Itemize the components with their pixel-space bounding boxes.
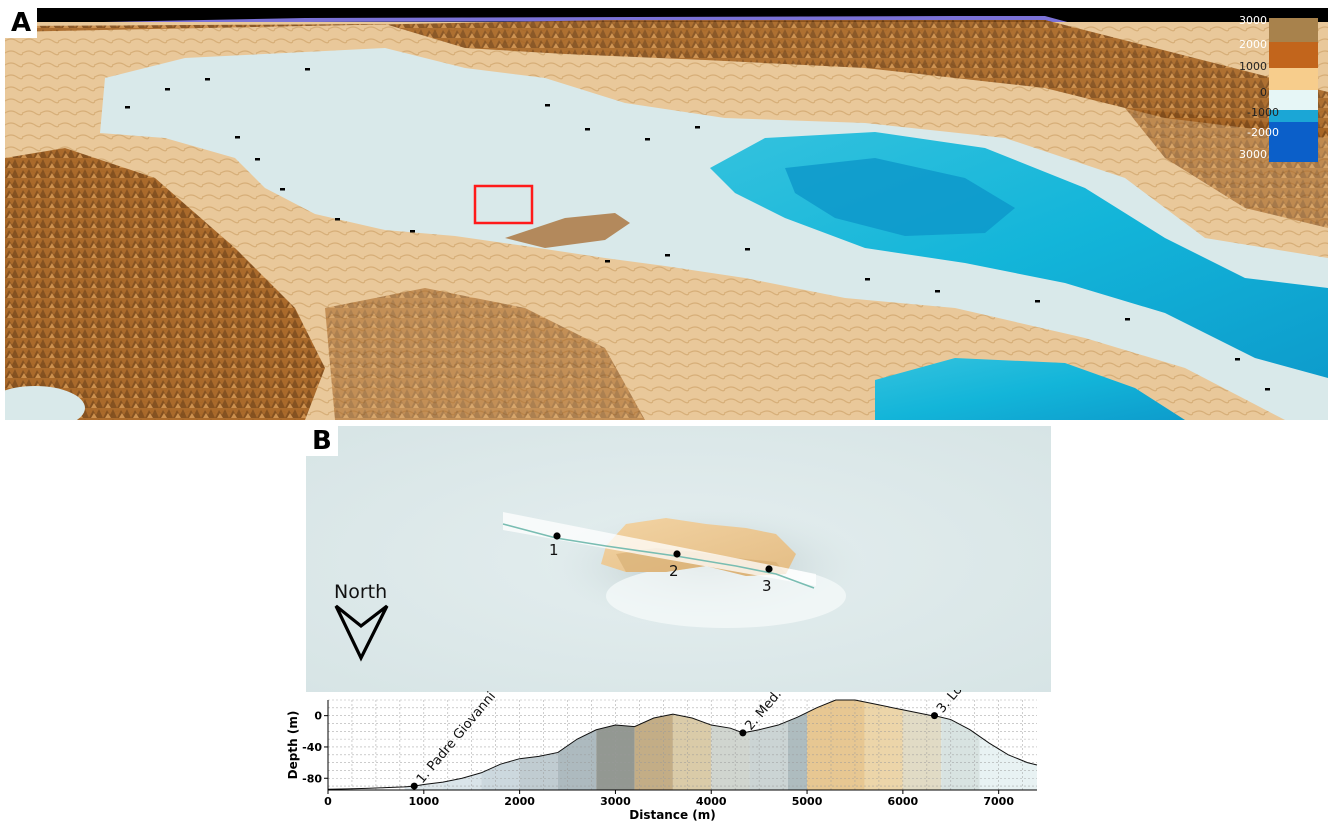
profile-band — [807, 700, 865, 790]
shelf-sea — [100, 48, 1328, 420]
colorbar-tick: 0 — [1260, 86, 1267, 99]
transect-plane — [503, 512, 816, 586]
y-tick-label: 0 — [314, 710, 322, 723]
x-tick-label: 7000 — [983, 795, 1014, 808]
central-mountains — [325, 288, 645, 420]
colorbar-tick: -2000 — [1247, 126, 1279, 139]
reef-render — [306, 426, 1051, 692]
station-marker-2 — [739, 729, 747, 737]
depth-profile-chart: 0 1000 2000 3000 4000 5000 6000 7000 0 -40 -80 Dist… — [280, 632, 1050, 822]
colorbar-tick: 3000 — [1239, 14, 1267, 27]
terrain-render — [5, 8, 1328, 420]
abyssal-plain — [785, 158, 1015, 236]
north-label: North — [334, 581, 388, 603]
x-tick-label: 1000 — [408, 795, 439, 808]
gargano-peninsula — [505, 213, 630, 248]
survey-markers — [125, 68, 1270, 391]
colorbar-tick: 3000 — [1239, 148, 1267, 161]
x-tick-label: 4000 — [696, 795, 727, 808]
colorbar-tick: 2000 — [1239, 38, 1267, 51]
y-axis-label: Depth (m) — [286, 711, 300, 780]
profile-band — [711, 725, 750, 790]
station-marker-1 — [410, 782, 418, 790]
profile-band — [902, 709, 942, 790]
profile-band — [634, 714, 673, 790]
station-2-marker — [673, 550, 681, 558]
station-label-3: 3 — [762, 577, 772, 595]
highlight-box — [473, 184, 534, 225]
western-mountains — [5, 148, 325, 420]
profile-band — [481, 758, 520, 790]
x-tick-label: 5000 — [792, 795, 823, 808]
profile-band — [941, 717, 980, 790]
station-label-2: 2 — [669, 562, 679, 580]
profile-svg: 0 1000 2000 3000 4000 5000 6000 7000 0 -40 -80 Dist… — [286, 632, 1038, 822]
colorbar-ticks: 3000 2000 1000 0 -1000 -2000 3000 — [1229, 14, 1279, 164]
colorbar — [1269, 18, 1318, 162]
profile-band — [864, 701, 903, 790]
colorbar-tick: -1000 — [1247, 106, 1279, 119]
western-water — [5, 386, 85, 420]
x-tick-label: 6000 — [888, 795, 919, 808]
station-3-marker — [765, 565, 773, 573]
profile-band — [672, 714, 712, 790]
y-tick-label: -80 — [302, 772, 322, 785]
x-tick-label: 2000 — [504, 795, 535, 808]
x-tick-label: 0 — [324, 795, 332, 808]
station-marker-3 — [930, 712, 938, 720]
profile-band — [557, 729, 597, 790]
panel-label-b: B — [306, 426, 338, 456]
station-label-1: 1 — [549, 541, 559, 559]
southern-basin — [875, 358, 1185, 420]
x-tick-label: 3000 — [600, 795, 631, 808]
reef-detail-view[interactable]: 1 2 3 North B — [306, 426, 1051, 692]
station-1-marker — [553, 532, 561, 540]
profile-band — [519, 752, 558, 790]
y-tick-label: -40 — [302, 741, 322, 754]
map-overview-3d[interactable]: 3000 2000 1000 0 -1000 -2000 3000 A — [5, 8, 1328, 420]
x-axis-label: Distance (m) — [629, 808, 716, 822]
north-arrow-icon — [334, 604, 389, 662]
panel-label-a: A — [5, 8, 38, 38]
northern-mountains — [5, 20, 1328, 138]
colorbar-tick: 1000 — [1239, 60, 1267, 73]
